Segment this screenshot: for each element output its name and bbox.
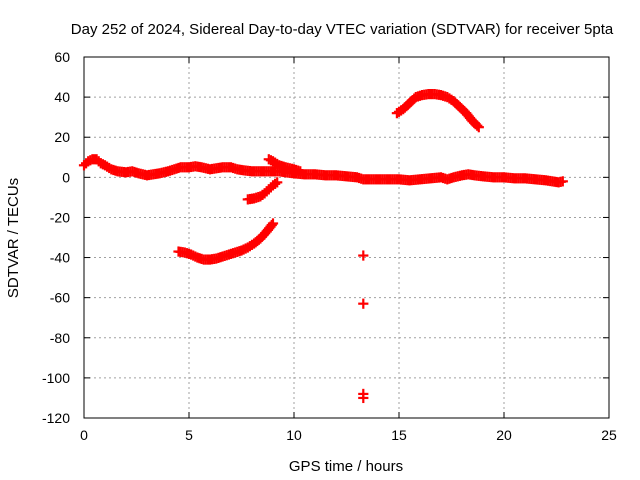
axis-ticks bbox=[83, 56, 610, 419]
data-point bbox=[267, 218, 279, 229]
y-tick-label: 60 bbox=[54, 49, 70, 65]
data-point bbox=[295, 166, 306, 177]
x-tick-label: 0 bbox=[80, 427, 88, 443]
data-points bbox=[78, 89, 568, 404]
y-tick-label: 40 bbox=[54, 89, 70, 105]
y-tick-label: -120 bbox=[42, 410, 70, 426]
y-tick-label: 20 bbox=[54, 129, 70, 145]
y-tick-label: 0 bbox=[62, 169, 70, 185]
data-point bbox=[557, 176, 568, 187]
plot-frame bbox=[83, 56, 610, 419]
data-point bbox=[358, 298, 369, 309]
y-tick-label: -40 bbox=[50, 250, 70, 266]
y-tick-label: -80 bbox=[50, 330, 70, 346]
x-tick-label: 25 bbox=[601, 427, 617, 443]
data-point bbox=[358, 392, 369, 404]
chart-title: Day 252 of 2024, Sidereal Day-to-day VTE… bbox=[71, 21, 614, 38]
data-point bbox=[473, 122, 484, 133]
y-tick-label: -100 bbox=[42, 370, 70, 386]
x-tick-label: 5 bbox=[185, 427, 193, 443]
data-point bbox=[272, 177, 283, 188]
y-axis-label: SDTVAR / TECUs bbox=[5, 178, 22, 298]
x-axis-label: GPS time / hours bbox=[289, 458, 403, 475]
x-tick-label: 20 bbox=[496, 427, 512, 443]
grid bbox=[84, 57, 609, 418]
data-point bbox=[358, 250, 369, 261]
x-tick-label: 10 bbox=[286, 427, 302, 443]
tick-labels: 0 5 10 15 20 25 -120 -100 -80 -60 -40 -20 0 20 40 60 bbox=[42, 49, 617, 443]
y-tick-label: -20 bbox=[50, 209, 70, 225]
y-tick-label: -60 bbox=[50, 290, 70, 306]
x-tick-label: 15 bbox=[391, 427, 407, 443]
